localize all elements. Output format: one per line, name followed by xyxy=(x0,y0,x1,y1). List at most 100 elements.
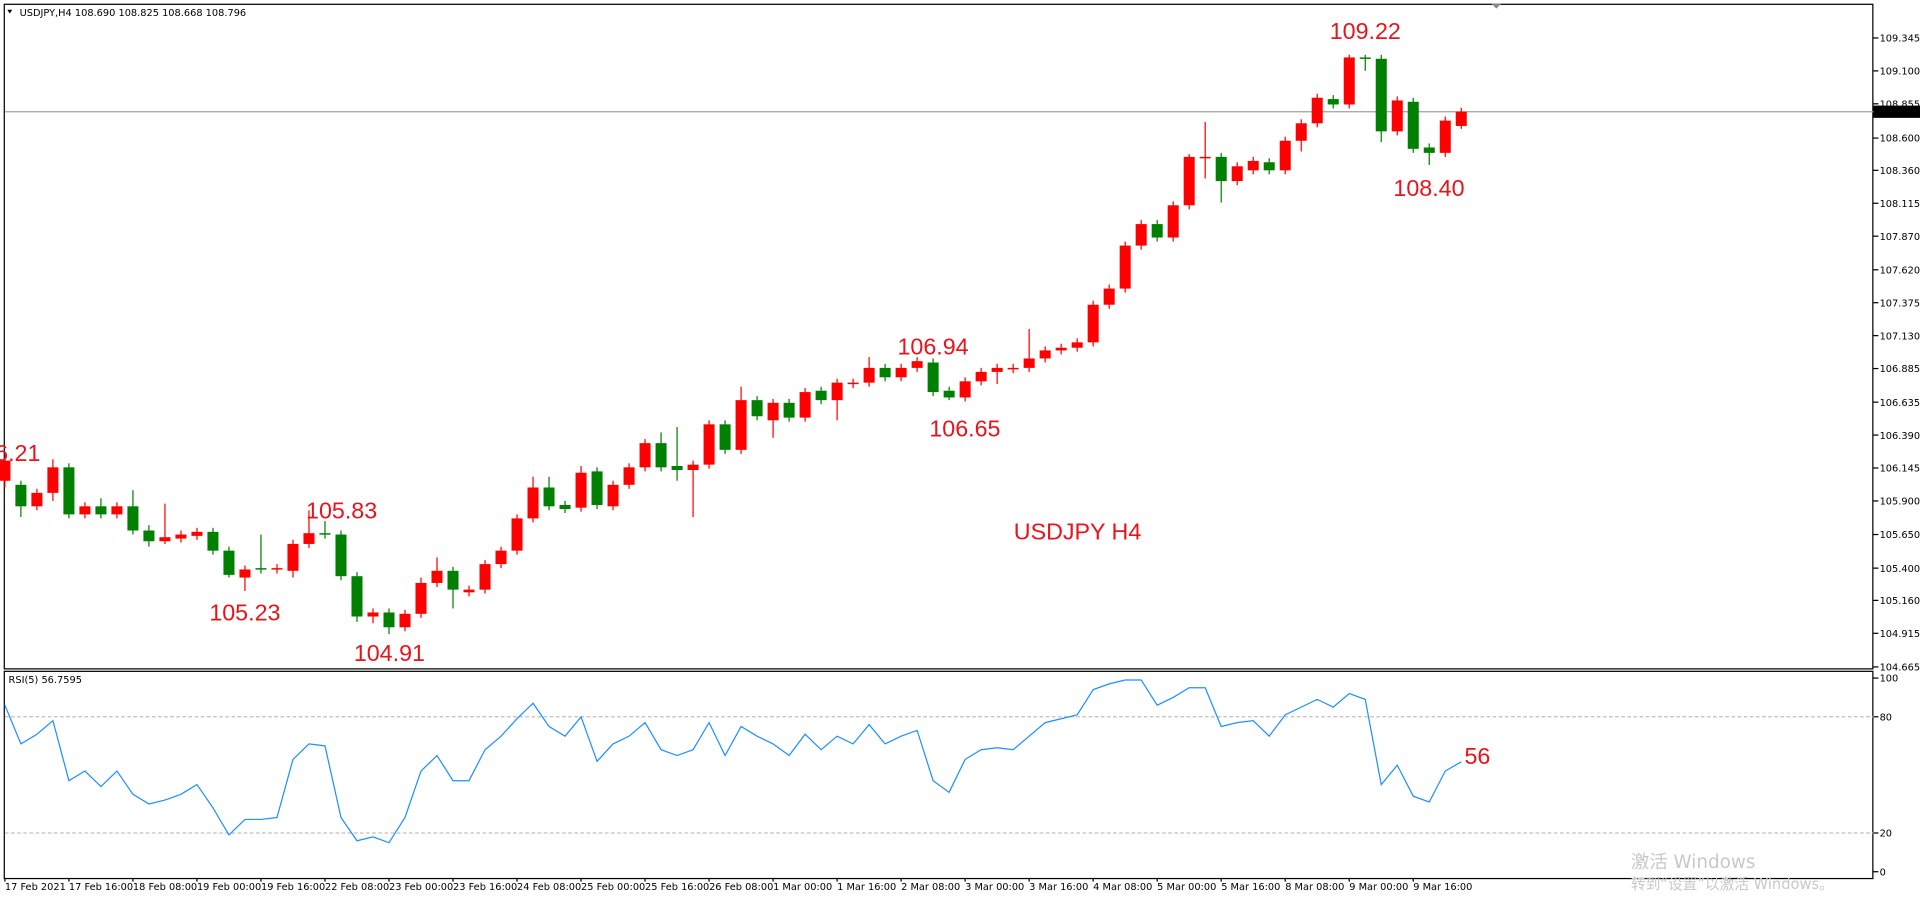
candle-body xyxy=(543,487,555,507)
candle-body xyxy=(847,382,859,385)
candle-body xyxy=(975,371,987,382)
candle-body xyxy=(1295,123,1307,141)
candle-body xyxy=(1263,162,1275,171)
rsi-line xyxy=(4,679,1462,844)
price-pane xyxy=(3,3,1874,670)
x-tick-label: 1 Mar 00:00 xyxy=(773,882,832,893)
current-price-box xyxy=(1873,105,1920,118)
candle-body xyxy=(911,361,923,368)
candle-body xyxy=(415,582,427,614)
y-tick-label: 108.115 xyxy=(1880,199,1920,210)
x-tick-label: 9 Mar 00:00 xyxy=(1349,882,1408,893)
annotation: 108.40 xyxy=(1393,175,1464,201)
candle-body xyxy=(239,569,251,578)
x-tick-label: 25 Feb 00:00 xyxy=(581,882,645,893)
candle-body xyxy=(15,484,27,507)
y-tick-label: 109.100 xyxy=(1880,67,1920,78)
menu-triangle[interactable] xyxy=(7,9,13,14)
annotation: 105.23 xyxy=(209,599,280,625)
candle-body xyxy=(1151,224,1163,238)
x-tick-label: 26 Feb 08:00 xyxy=(709,882,773,893)
candle-body xyxy=(1343,57,1355,105)
candle-body xyxy=(527,487,539,519)
x-tick-label: 23 Feb 16:00 xyxy=(453,882,517,893)
x-tick-label: 22 Feb 08:00 xyxy=(325,882,389,893)
candle-body xyxy=(191,531,203,536)
x-tick-label: 23 Feb 00:00 xyxy=(389,882,453,893)
candle-body xyxy=(31,492,43,507)
y-tick-label: 106.390 xyxy=(1880,431,1920,442)
candle-body xyxy=(63,467,75,515)
candle-body xyxy=(1375,58,1387,132)
annotation: 106.65 xyxy=(929,415,1000,441)
x-tick-label: 19 Feb 00:00 xyxy=(197,882,261,893)
y-tick-label: 100 xyxy=(1880,674,1899,685)
candle-body xyxy=(1359,57,1371,59)
y-tick-label: 104.915 xyxy=(1880,629,1920,640)
candle-body xyxy=(735,400,747,450)
candle-body xyxy=(0,460,11,481)
candle-body xyxy=(287,543,299,571)
candle-body xyxy=(959,381,971,398)
y-tick-label: 105.160 xyxy=(1880,596,1920,607)
x-tick-label: 17 Feb 16:00 xyxy=(69,882,133,893)
candle-body xyxy=(719,424,731,450)
annotation: USDJPY H4 xyxy=(1014,518,1142,544)
candle-body xyxy=(463,589,475,593)
candle-body xyxy=(1007,367,1019,370)
candle-body xyxy=(559,504,571,509)
rsi-title: RSI(5) 56.7595 xyxy=(9,675,82,686)
x-tick-label: 3 Mar 16:00 xyxy=(1029,882,1088,893)
y-tick-label: 107.870 xyxy=(1880,232,1920,243)
x-tick-label: 5 Mar 16:00 xyxy=(1221,882,1280,893)
candle-body xyxy=(399,613,411,628)
candle-body xyxy=(79,506,91,515)
candle-body xyxy=(943,390,955,398)
x-tick-label: 2 Mar 08:00 xyxy=(901,882,960,893)
candle-body xyxy=(1439,120,1451,153)
candle-body xyxy=(351,576,363,617)
y-tick-label: 108.600 xyxy=(1880,134,1920,145)
x-tick-label: 25 Feb 16:00 xyxy=(645,882,709,893)
candle-body xyxy=(703,424,715,465)
candle-body xyxy=(767,402,779,421)
candle-body xyxy=(751,400,763,417)
candle-body xyxy=(303,533,315,544)
x-tick-label: 5 Mar 00:00 xyxy=(1157,882,1216,893)
y-tick-label: 104.665 xyxy=(1880,663,1920,674)
candle-body xyxy=(367,612,379,617)
candle-body xyxy=(175,534,187,539)
candle-body xyxy=(127,506,139,531)
candle-body xyxy=(95,506,107,515)
x-tick-label: 4 Mar 08:00 xyxy=(1093,882,1152,893)
rsi-pane xyxy=(3,670,1874,880)
y-tick-label: 106.635 xyxy=(1880,398,1920,409)
candle-body xyxy=(591,471,603,505)
current-price-label: 108.796 xyxy=(1876,107,1916,118)
candle-body xyxy=(687,464,699,471)
annotation: 104.91 xyxy=(354,640,425,666)
y-tick-label: 109.345 xyxy=(1880,34,1920,45)
candle-body xyxy=(383,612,395,628)
candle-body xyxy=(335,534,347,577)
y-tick-label: 106.885 xyxy=(1880,364,1920,375)
candle-body xyxy=(671,465,683,471)
x-tick-label: 9 Mar 16:00 xyxy=(1413,882,1472,893)
candle-body xyxy=(575,472,587,508)
candle-body xyxy=(1087,304,1099,343)
candle-body xyxy=(1311,97,1323,124)
candle-body xyxy=(1423,147,1435,153)
y-tick-label: 107.620 xyxy=(1880,265,1920,276)
candle-body xyxy=(511,518,523,551)
candle-body xyxy=(255,568,267,570)
candle-body xyxy=(111,506,123,515)
candle-body xyxy=(143,530,155,542)
candle-body xyxy=(47,467,59,493)
watermark: 激活 Windows xyxy=(1631,852,1755,873)
candle-body xyxy=(927,362,939,393)
y-tick-label: 107.375 xyxy=(1880,298,1920,309)
candle-body xyxy=(1119,245,1131,289)
y-tick-label: 105.900 xyxy=(1880,497,1920,508)
